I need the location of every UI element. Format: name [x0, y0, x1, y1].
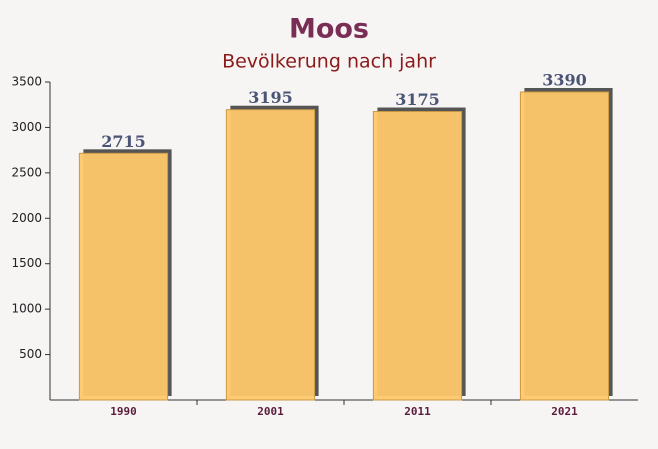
bar — [225, 109, 316, 401]
bar — [519, 91, 610, 401]
chart-subtitle: Bevölkerung nach jahr — [222, 51, 436, 73]
x-tick-label: 1990 — [110, 405, 137, 418]
y-tick-label: 2000 — [11, 211, 42, 225]
value-label: 2715 — [101, 132, 146, 151]
y-tick-label: 3000 — [11, 120, 42, 134]
y-tick-label: 1000 — [11, 302, 42, 316]
x-tick-label: 2011 — [404, 405, 431, 418]
x-tick-label: 2021 — [551, 405, 578, 418]
x-tick-label: 2001 — [257, 405, 284, 418]
y-tick-label: 1500 — [11, 256, 42, 270]
value-label: 3175 — [395, 90, 440, 109]
bar — [372, 111, 463, 401]
value-label: 3195 — [248, 88, 293, 107]
bar — [78, 152, 169, 401]
y-tick-label: 3500 — [11, 75, 42, 89]
y-tick-label: 2500 — [11, 165, 42, 179]
y-tick-label: 500 — [19, 347, 42, 361]
value-label: 3390 — [542, 70, 587, 89]
chart-title: Moos — [289, 14, 369, 45]
